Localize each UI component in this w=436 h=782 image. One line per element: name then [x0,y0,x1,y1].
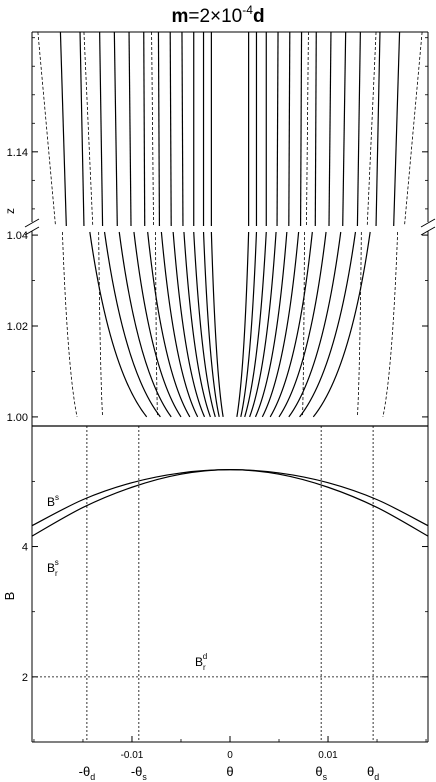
title-d: d [252,6,265,27]
panel-top-lower: 1.00 1.02 1.04 [7,230,428,424]
field-line-solid [99,31,104,227]
series-brs [31,469,429,537]
field-line-solid [299,231,357,418]
x-tick-label: 0 [227,750,233,761]
y-tick-label: 1.04 [7,230,28,242]
field-line-solid [202,231,220,418]
field-line-solid [342,31,347,227]
field-line-solid [193,231,216,418]
panel-bottom: 2 4 -0.01 0 0.01 -θd -θs θs θd θ B Bs Brs Brd [2,426,429,782]
label-bs: Bs [47,493,59,509]
field-line-solid [89,231,148,418]
break-mark-right [420,218,436,228]
field-line-solid [288,31,291,227]
field-line-dashed [83,31,94,227]
field-line-dashed [306,31,309,227]
x-tick-label: 0.01 [318,750,338,761]
field-line-dashed [61,231,78,417]
theta-marker-label: -θs [131,764,148,782]
y-tick-label: 1.00 [7,412,28,424]
field-line-dashed [98,231,103,417]
field-line-solid [240,231,258,418]
field-line-solid [328,31,332,227]
field-line-solid [118,231,172,418]
y-tick-label: 1.02 [7,321,28,333]
field-line-solid [143,31,146,227]
x-tick-label: -0.01 [121,750,144,761]
field-line-solid [278,231,327,418]
theta-marker-label: θs [315,764,327,782]
field-line-solid [299,31,303,227]
y-tick-label: 2 [22,672,28,684]
field-line-solid [79,31,85,227]
y-axis-label: z [3,208,17,214]
field-line-solid [312,231,371,418]
field-line-solid [356,31,361,227]
y-tick-label: 4 [22,542,28,554]
field-line-solid [147,231,191,418]
field-line-solid [157,31,161,227]
field-line-solid [254,231,288,418]
title-exp: -4 [242,3,253,17]
field-line-solid [181,31,184,227]
field-line-dashed [37,31,56,227]
field-line-solid [261,231,300,418]
y-tick-label: 1.14 [7,147,28,159]
field-line-dashed [357,231,362,417]
field-line-solid [103,231,161,418]
theta-marker-label: θd [367,764,379,782]
field-line-solid [133,231,182,418]
field-line-dashed [302,231,305,417]
field-line-dashed [404,31,423,227]
field-line-solid [393,31,401,227]
field-line-solid [169,31,172,227]
field-line-solid [244,231,267,418]
break-mark-left [24,218,40,228]
field-line-solid [375,31,381,227]
field-line-solid [113,31,118,227]
field-line-dashed [151,31,154,227]
title-eq: =2×10 [188,6,243,27]
field-line-solid [236,231,250,418]
label-brd: Brd [195,652,207,672]
field-line-solid [288,231,342,418]
x-axis-label: θ [226,764,233,779]
title-m: m [171,6,189,27]
break-mark-left [24,226,40,236]
field-line-solid [59,31,67,227]
field-line-dashed [382,231,399,417]
panel-top-upper: 1.14 z [3,31,428,227]
field-line-solid [172,231,206,418]
series-bs [31,469,429,527]
field-line-solid [183,231,211,418]
field-line-solid [210,231,224,418]
field-line-dashed [155,231,158,417]
y-axis-label: B [2,592,17,601]
field-line-solid [314,31,317,227]
field-line-solid [160,231,199,418]
field-line-solid [249,231,277,418]
axes-frame [24,31,436,743]
label-brs: Brs [47,558,59,578]
field-line-dashed [366,31,377,227]
field-line-solid [128,31,132,227]
field-line-solid [276,31,279,227]
break-mark-right [420,226,436,236]
theta-marker-label: -θd [79,764,96,782]
field-line-solid [269,231,313,418]
chart-title: m=2×10-4d [0,0,436,28]
